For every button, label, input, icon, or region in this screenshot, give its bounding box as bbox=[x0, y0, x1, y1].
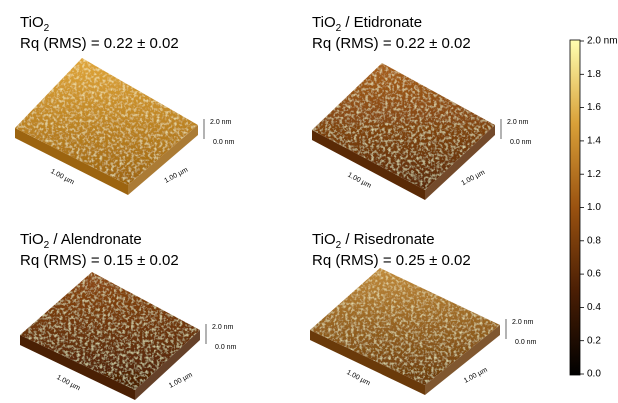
x-axis-label: 1.00 µm bbox=[55, 374, 81, 392]
title-sub: 2 bbox=[44, 23, 50, 34]
colorbar-label: 1.6 bbox=[587, 102, 601, 113]
colorbar-label: 0.2 bbox=[587, 335, 601, 346]
title-base: TiO bbox=[312, 231, 336, 248]
colorbar-label: 0.0 bbox=[587, 369, 601, 380]
title-rest: / Alendronate bbox=[49, 231, 142, 248]
afm-surface bbox=[20, 272, 200, 390]
page: {"panels": [ {"title": {"base": "TiO", "… bbox=[0, 0, 618, 403]
z-bottom-label: 0.0 nm bbox=[515, 339, 537, 346]
title-base: TiO bbox=[312, 14, 336, 31]
panel-title: TiO2 bbox=[20, 14, 50, 34]
z-top-label: 2.0 nm bbox=[210, 119, 232, 126]
z-top-label: 2.0 nm bbox=[507, 119, 529, 126]
z-top-label: 2.0 nm bbox=[212, 324, 234, 331]
title-rest: / Risedronate bbox=[341, 231, 434, 248]
rq-value: Rq (RMS) = 0.25 ± 0.02 bbox=[312, 252, 471, 269]
z-bottom-label: 0.0 nm bbox=[213, 139, 235, 146]
z-bottom-label: 0.0 nm bbox=[510, 139, 532, 146]
panel-title: TiO2 / Risedronate bbox=[312, 231, 435, 251]
colorbar bbox=[570, 40, 580, 375]
x-axis-label: 1.00 µm bbox=[345, 369, 371, 387]
colorbar-label: 0.4 bbox=[587, 302, 601, 313]
title-rest: / Etidronate bbox=[341, 14, 422, 31]
colorbar-label: 1.8 bbox=[587, 69, 601, 80]
colorbar-label: 0.8 bbox=[587, 235, 601, 246]
figure: TiO2Rq (RMS) = 0.22 ± 0.022.0 nm0.0 nm1.… bbox=[0, 0, 618, 403]
rq-value: Rq (RMS) = 0.15 ± 0.02 bbox=[20, 252, 179, 269]
title-base: TiO bbox=[20, 14, 44, 31]
x-axis-label: 1.00 µm bbox=[49, 168, 75, 186]
y-axis-label: 1.00 µm bbox=[163, 167, 189, 185]
afm-surface bbox=[312, 63, 495, 190]
afm-surface bbox=[310, 268, 500, 385]
colorbar-label: 2.0 nm bbox=[587, 36, 618, 47]
y-axis-label: 1.00 µm bbox=[168, 372, 194, 390]
z-top-label: 2.0 nm bbox=[512, 319, 534, 326]
x-axis-label: 1.00 µm bbox=[346, 172, 372, 190]
rq-value: Rq (RMS) = 0.22 ± 0.02 bbox=[312, 35, 471, 52]
rq-value: Rq (RMS) = 0.22 ± 0.02 bbox=[20, 35, 179, 52]
colorbar-label: 1.0 bbox=[587, 202, 601, 213]
afm-surface bbox=[15, 58, 198, 185]
y-axis-label: 1.00 µm bbox=[463, 367, 489, 385]
z-bottom-label: 0.0 nm bbox=[215, 344, 237, 351]
colorbar-label: 0.6 bbox=[587, 269, 601, 280]
title-base: TiO bbox=[20, 231, 44, 248]
colorbar-label: 1.2 bbox=[587, 169, 601, 180]
panel-title: TiO2 / Etidronate bbox=[312, 14, 422, 34]
panel-title: TiO2 / Alendronate bbox=[20, 231, 142, 251]
colorbar-label: 1.4 bbox=[587, 136, 601, 147]
y-axis-label: 1.00 µm bbox=[460, 169, 486, 187]
